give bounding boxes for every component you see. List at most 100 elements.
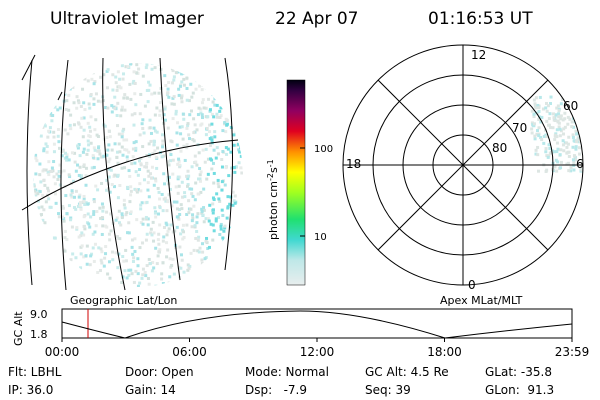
- pixel: [576, 132, 580, 136]
- pixel: [38, 253, 42, 257]
- pixel: [236, 65, 240, 69]
- pixel: [193, 224, 197, 228]
- pixel: [210, 122, 214, 126]
- pixel: [574, 147, 578, 151]
- pixel: [57, 79, 61, 83]
- pixel: [146, 169, 150, 173]
- pixel: [40, 271, 44, 275]
- pixel: [191, 91, 195, 95]
- pixel: [181, 137, 185, 141]
- pixel: [234, 222, 238, 226]
- pixel: [67, 204, 71, 208]
- pixel: [116, 70, 120, 74]
- pixel: [130, 113, 134, 117]
- pixel: [82, 255, 86, 259]
- pixel: [544, 147, 548, 151]
- pixel: [179, 253, 183, 257]
- pixel: [229, 238, 233, 242]
- pixel: [552, 150, 556, 154]
- pixel: [584, 160, 587, 163]
- pixel: [200, 258, 204, 262]
- pixel: [94, 286, 98, 287]
- pixel: [45, 150, 49, 154]
- pixel: [233, 254, 237, 258]
- pixel: [105, 178, 109, 182]
- pixel: [128, 200, 132, 204]
- pixel: [133, 237, 137, 241]
- pixel: [122, 96, 126, 100]
- pixel: [244, 234, 247, 237]
- pixel: [164, 118, 168, 122]
- pixel: [79, 252, 83, 256]
- pixel: [74, 169, 78, 173]
- pixel: [102, 154, 106, 158]
- pixel: [556, 147, 560, 151]
- pixel: [574, 158, 578, 162]
- pixel: [76, 99, 80, 103]
- pixel: [81, 286, 85, 287]
- pixel: [76, 121, 80, 125]
- pixel: [69, 127, 73, 131]
- pixel: [166, 91, 170, 95]
- pixel: [138, 133, 142, 137]
- pixel: [202, 208, 206, 212]
- pixel: [33, 137, 36, 141]
- pixel: [203, 284, 207, 287]
- orbit-ylabel: GC Alt: [12, 311, 25, 346]
- pixel: [132, 256, 136, 260]
- pixel: [185, 174, 189, 178]
- pixel: [133, 92, 137, 96]
- pixel: [86, 121, 90, 125]
- pixel: [70, 225, 74, 229]
- pixel: [213, 259, 217, 263]
- pixel: [240, 254, 243, 258]
- pixel: [162, 172, 166, 176]
- pixel: [214, 278, 218, 282]
- pixel: [34, 172, 38, 176]
- info-field: Mode: Normal: [245, 365, 329, 379]
- pixel: [566, 122, 570, 126]
- pixel: [63, 229, 67, 233]
- pixel: [537, 134, 541, 138]
- pixel: [84, 166, 88, 170]
- pixel: [33, 239, 35, 243]
- pixel: [165, 223, 169, 227]
- pixel: [212, 148, 216, 152]
- pixel: [108, 276, 112, 280]
- pixel: [548, 102, 552, 106]
- pixel: [43, 242, 47, 246]
- pixel: [579, 166, 583, 170]
- pixel: [549, 95, 553, 99]
- pixel: [186, 183, 190, 187]
- pixel: [131, 81, 135, 85]
- date: 22 Apr 07: [275, 9, 358, 29]
- pixel: [72, 66, 76, 70]
- pixel: [116, 161, 120, 165]
- pixel: [91, 71, 95, 75]
- pixel: [166, 87, 170, 91]
- pixel: [132, 280, 136, 284]
- pixel: [238, 216, 242, 220]
- pixel: [47, 160, 51, 164]
- pixel: [203, 160, 207, 164]
- pixel: [571, 133, 575, 137]
- pixel: [99, 75, 103, 79]
- pixel: [141, 222, 145, 226]
- pixel: [177, 157, 181, 161]
- pixel: [82, 224, 86, 228]
- pixel: [240, 265, 243, 269]
- pixel: [101, 205, 105, 209]
- pixel: [224, 94, 228, 98]
- pixel: [215, 112, 219, 116]
- pixel: [139, 207, 143, 211]
- pixel: [191, 213, 195, 217]
- pixel: [72, 101, 76, 105]
- pixel: [105, 282, 109, 286]
- pixel: [172, 200, 176, 204]
- pixel: [580, 108, 583, 112]
- pixel: [192, 204, 196, 208]
- pixel: [236, 261, 240, 265]
- pixel: [129, 189, 133, 193]
- pixel: [164, 221, 168, 225]
- pixel: [62, 217, 66, 221]
